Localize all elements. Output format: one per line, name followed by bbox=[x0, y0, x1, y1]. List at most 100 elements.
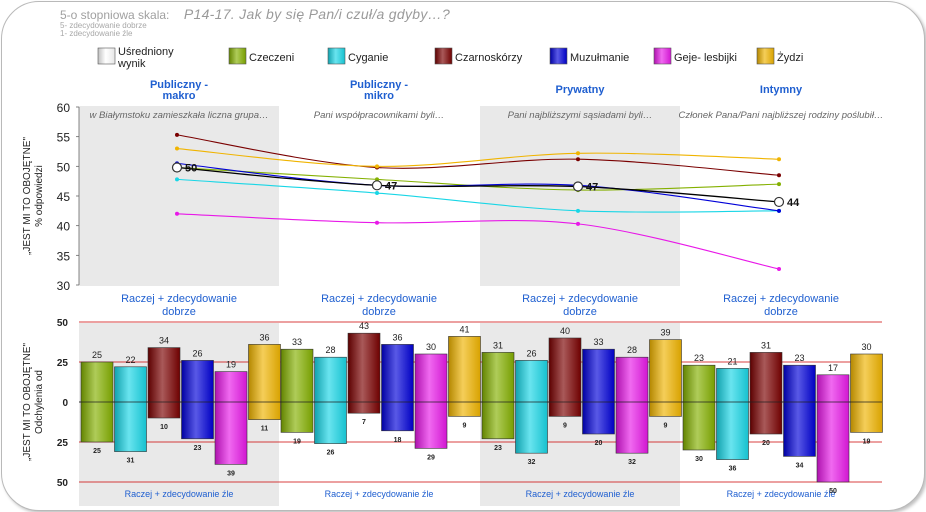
series-point-Żydzi bbox=[175, 146, 179, 151]
category-header: Publiczny - bbox=[150, 79, 208, 91]
line-y-axis-label: % odpowiedzi„JEST MI TO OBOJĘTNE" bbox=[22, 137, 45, 255]
bar-bottom-caption: Raczej + zdecydowanie źle bbox=[526, 489, 635, 499]
bar-Czarnoskórzy bbox=[147, 347, 181, 419]
bar-positive-label: 40 bbox=[560, 326, 570, 336]
bar-positive-label: 17 bbox=[828, 363, 838, 373]
bar-y-tick-label: 50 bbox=[57, 478, 69, 489]
bar-negative-label: 11 bbox=[261, 426, 269, 433]
series-point-Geje- lesbijki bbox=[375, 220, 379, 225]
bar-negative-label: 32 bbox=[628, 459, 636, 466]
bar-positive-label: 41 bbox=[459, 324, 469, 334]
bar-top-caption: dobrze bbox=[362, 306, 396, 318]
line-y-tick-label: 30 bbox=[57, 279, 71, 293]
bar-positive-label: 25 bbox=[92, 350, 102, 360]
bar-Muzułmanie bbox=[783, 364, 816, 457]
bar-top-caption: Raczej + zdecydowanie bbox=[723, 293, 839, 305]
series-point-Żydzi bbox=[777, 157, 781, 162]
legend-swatch bbox=[756, 47, 775, 65]
series-point-Czeczeni bbox=[777, 182, 781, 187]
average-data-label: 47 bbox=[586, 182, 598, 194]
bar-negative-label: 19 bbox=[863, 438, 871, 445]
bar-y-tick-label: 25 bbox=[57, 438, 69, 449]
series-point-Cyganie bbox=[576, 208, 580, 213]
bar-y-tick-label: 50 bbox=[57, 318, 69, 329]
bar-Geje- lesbijki bbox=[816, 374, 850, 483]
bar-Czeczeni bbox=[280, 348, 314, 433]
bar-negative-label: 18 bbox=[394, 437, 402, 444]
bar-positive-label: 28 bbox=[627, 345, 637, 355]
series-line-average bbox=[176, 166, 780, 203]
situation-caption: Członek Pana/Pani najbliższej rodziny po… bbox=[679, 110, 884, 121]
bar-Muzułmanie bbox=[181, 360, 214, 440]
series-point-Żydzi bbox=[375, 164, 379, 169]
bar-Muzułmanie bbox=[582, 348, 615, 435]
bar-Geje- lesbijki bbox=[414, 353, 448, 449]
bar-negative-label: 29 bbox=[427, 454, 435, 461]
line-y-axis-label-line: % odpowiedzi bbox=[34, 165, 45, 227]
line-column-shade bbox=[79, 106, 279, 286]
bar-positive-label: 21 bbox=[727, 356, 737, 366]
bar-positive-label: 19 bbox=[226, 360, 236, 370]
average-point bbox=[371, 180, 383, 191]
line-y-tick-label: 55 bbox=[57, 131, 71, 145]
bar-top-caption: dobrze bbox=[764, 306, 798, 318]
bar-positive-label: 31 bbox=[493, 340, 503, 350]
legend-swatch bbox=[653, 47, 672, 65]
legend-swatch bbox=[549, 47, 568, 65]
bar-negative-label: 25 bbox=[93, 448, 101, 455]
line-y-tick-label: 35 bbox=[57, 249, 71, 263]
average-point bbox=[572, 181, 584, 192]
legend-swatch bbox=[327, 47, 346, 65]
average-data-label: 50 bbox=[185, 163, 197, 175]
legend-label: Czarnoskórzy bbox=[455, 52, 523, 64]
bar-Geje- lesbijki bbox=[214, 371, 248, 465]
line-y-tick-label: 40 bbox=[57, 220, 71, 234]
series-line-Cyganie bbox=[176, 178, 780, 213]
bar-positive-label: 34 bbox=[159, 336, 169, 346]
bar-Cyganie bbox=[114, 366, 147, 452]
situation-caption: w Białymstoku zamieszkała liczna grupa… bbox=[90, 110, 269, 121]
line-column-shade bbox=[480, 106, 680, 286]
bar-negative-label: 9 bbox=[664, 422, 668, 429]
category-header: mikro bbox=[364, 90, 394, 102]
bar-Czarnoskórzy bbox=[749, 352, 783, 435]
bar-top-caption: Raczej + zdecydowanie bbox=[121, 293, 237, 305]
legend-label: wynik bbox=[117, 58, 146, 70]
bar-Cyganie bbox=[515, 360, 548, 454]
bar-negative-label: 32 bbox=[528, 459, 536, 466]
bar-negative-label: 19 bbox=[293, 438, 301, 445]
situation-caption: Pani najbliższymi sąsiadami byli… bbox=[508, 110, 653, 121]
bar-negative-label: 36 bbox=[729, 466, 737, 473]
bar-bottom-caption: Raczej + zdecydowanie źle bbox=[125, 489, 234, 499]
bar-Cyganie bbox=[716, 368, 749, 460]
legend-label: Muzułmanie bbox=[570, 52, 629, 64]
bar-positive-label: 36 bbox=[392, 332, 402, 342]
bar-negative-label: 39 bbox=[227, 470, 235, 477]
legend-label: Żydzi bbox=[777, 51, 803, 64]
bar-positive-label: 22 bbox=[125, 355, 135, 365]
series-point-Geje- lesbijki bbox=[576, 221, 580, 226]
bar-positive-label: 39 bbox=[660, 328, 670, 338]
bar-negative-label: 50 bbox=[829, 488, 837, 495]
bar-y-axis-label: Odchylenia od„JEST MI TO OBOJĘTNE" bbox=[22, 343, 45, 461]
bar-positive-label: 23 bbox=[794, 353, 804, 363]
bar-y-axis-label-line: Odchylenia od bbox=[34, 370, 45, 434]
bar-top-caption: dobrze bbox=[563, 306, 597, 318]
bar-positive-label: 31 bbox=[761, 340, 771, 350]
legend-swatch bbox=[97, 47, 116, 65]
category-header: Intymny bbox=[760, 84, 803, 96]
legend-label: Czeczeni bbox=[249, 52, 294, 64]
bar-Muzułmanie bbox=[381, 344, 414, 432]
bar-positive-label: 26 bbox=[526, 348, 536, 358]
average-data-label: 47 bbox=[385, 180, 397, 192]
series-line-Czarnoskórzy bbox=[176, 134, 780, 176]
chart-header: 5-o stopniowa skala: P14-17. Jak by się … bbox=[60, 6, 450, 24]
category-header: makro bbox=[162, 90, 195, 102]
bar-Czeczeni bbox=[481, 352, 515, 440]
scale-label: 5-o stopniowa skala: bbox=[60, 8, 170, 22]
average-data-label: 44 bbox=[787, 197, 800, 209]
legend-label: Uśredniony bbox=[118, 46, 174, 58]
bar-negative-label: 34 bbox=[796, 462, 804, 469]
bar-Czeczeni bbox=[682, 364, 716, 451]
bar-Czarnoskórzy bbox=[347, 332, 381, 414]
